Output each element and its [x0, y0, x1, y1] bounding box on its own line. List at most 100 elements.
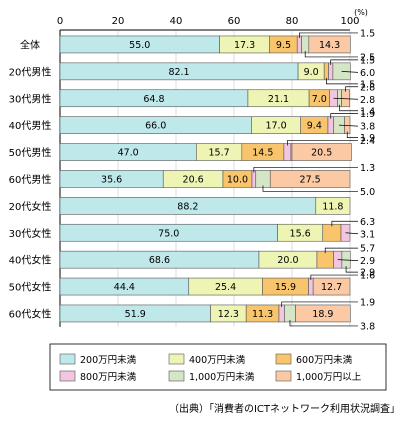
callout-label: 6.3 — [360, 217, 375, 228]
category-label: 20代男性 — [9, 65, 52, 78]
callout-line — [345, 86, 358, 92]
legend-label: 400万円未満 — [189, 354, 246, 366]
legend-swatch — [59, 353, 76, 365]
callout-label: 6.0 — [360, 68, 375, 79]
category-label: 全体 — [20, 38, 40, 51]
callout-label: 5.0 — [360, 187, 375, 198]
callout-line — [287, 140, 358, 146]
data-label: 9.5 — [276, 40, 291, 51]
legend-swatch — [59, 370, 76, 382]
legend-label: 1,000万円未満 — [189, 371, 255, 383]
bar-segment — [296, 35, 302, 54]
category-label: 50代男性 — [9, 146, 52, 159]
callout-line — [338, 124, 359, 127]
callout-label: 1.9 — [360, 133, 375, 144]
callout-label: 1.3 — [360, 163, 375, 174]
bar-segment — [308, 35, 351, 54]
callout-label: 2.8 — [360, 82, 375, 93]
bar-segment — [328, 62, 334, 81]
callout-label: 3.1 — [360, 229, 375, 240]
callout-line — [262, 185, 358, 192]
bar-segment — [315, 197, 351, 215]
callout-line — [289, 319, 358, 327]
bar-segment — [323, 62, 329, 81]
bar-segment — [291, 143, 352, 161]
category-label: 20代女性 — [9, 200, 52, 213]
x-tick-label: 80 — [286, 16, 299, 27]
data-label: 21.1 — [268, 94, 289, 105]
bar-segment — [341, 89, 351, 108]
callout-label: 1.4 — [360, 106, 375, 117]
data-label: 35.6 — [101, 174, 122, 185]
data-label: 66.0 — [145, 121, 166, 132]
legend-label: 800万円未満 — [80, 371, 137, 383]
stacked-bar-chart: 0 20 40 60 80 100(%) 全体 20代男性 30代男性 40代男性 50代男性 60代… — [9, 8, 387, 391]
data-label: 15.7 — [208, 148, 229, 159]
data-label: 44.4 — [114, 282, 135, 293]
bar-segment — [251, 170, 257, 188]
unit-label: (%) — [354, 8, 368, 17]
data-label: 15.9 — [275, 282, 296, 293]
data-label: 20.6 — [183, 174, 204, 185]
callout-line — [281, 301, 358, 307]
callout-line — [310, 274, 358, 281]
callout-line — [341, 71, 359, 73]
data-label: 55.0 — [129, 40, 150, 51]
data-label: 18.9 — [312, 309, 333, 320]
callout-line — [299, 32, 358, 38]
bar-segment — [283, 143, 292, 161]
data-label: 9.4 — [307, 121, 322, 132]
legend-label: 1,000万円以上 — [296, 372, 362, 383]
legend-label: 600万円未満 — [296, 354, 353, 366]
bar-segment — [308, 277, 314, 296]
callout-line — [330, 59, 358, 65]
data-label: 68.6 — [149, 255, 170, 266]
callout-line — [253, 167, 358, 173]
callout-line — [345, 266, 358, 273]
callout-line — [324, 247, 358, 254]
data-label: 11.3 — [252, 309, 273, 320]
bar-segment — [295, 304, 351, 323]
callout-label: 2.4 — [360, 136, 375, 147]
data-label: 12.7 — [321, 282, 342, 293]
callout-line — [345, 232, 359, 235]
data-label: 7.0 — [312, 94, 327, 105]
data-label: 88.2 — [177, 201, 198, 212]
data-label: 11.8 — [322, 201, 343, 212]
category-label: 60代女性 — [9, 307, 52, 320]
data-label: 9.0 — [304, 67, 319, 78]
callout-line — [337, 259, 359, 261]
data-label: 64.8 — [143, 94, 164, 105]
data-label: 20.5 — [311, 148, 332, 159]
callout-line — [330, 113, 358, 119]
callout-line — [346, 131, 358, 138]
data-label: 75.0 — [158, 228, 179, 239]
callout-line — [304, 50, 358, 58]
callout-line — [326, 77, 358, 85]
data-label: 51.9 — [125, 309, 146, 320]
callout-label: 1.6 — [360, 271, 375, 282]
source-note: （出典）「消費者のICTネットワーク利用状況調査」 — [168, 404, 400, 415]
data-label: 14.5 — [252, 148, 273, 159]
category-label: 60代男性 — [9, 173, 52, 186]
callout-label: 3.8 — [360, 321, 375, 332]
data-label: 20.0 — [277, 255, 298, 266]
legend-swatch — [275, 370, 292, 382]
data-label: 47.0 — [118, 148, 139, 159]
legend-box — [49, 343, 387, 391]
callout-label: 1.5 — [360, 55, 375, 66]
bar-segment — [316, 250, 334, 269]
callout-label: 3.8 — [360, 122, 375, 133]
data-label: 12.3 — [218, 309, 239, 320]
legend-swatch — [275, 353, 292, 365]
category-label: 30代男性 — [9, 92, 52, 105]
x-tick-label: 20 — [112, 16, 125, 27]
bar-segment — [312, 277, 351, 296]
category-label: 50代女性 — [9, 281, 52, 294]
data-label: 14.3 — [319, 40, 340, 51]
bar-segment — [255, 170, 271, 188]
category-label: 30代女性 — [9, 227, 52, 240]
data-label: 10.0 — [227, 174, 248, 185]
callout-label: 2.9 — [360, 268, 375, 279]
bar-segment — [327, 116, 334, 134]
